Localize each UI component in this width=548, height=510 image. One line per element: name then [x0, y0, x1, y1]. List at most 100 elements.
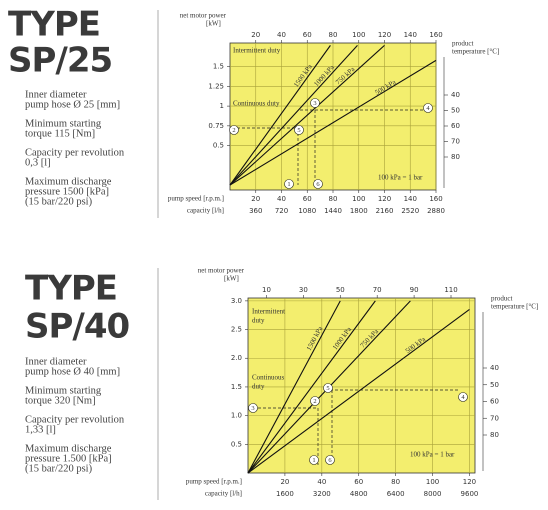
spec-text: Minimum starting — [25, 385, 102, 396]
top-tick-label: 40 — [277, 31, 286, 39]
power-unit: [kW] — [224, 275, 239, 283]
spec-text: (15 bar/220 psi) — [25, 463, 93, 474]
capacity-tick-label: 1800 — [350, 207, 368, 215]
marker-label: 4 — [461, 394, 465, 401]
spec-text: Minimum starting — [25, 118, 102, 129]
y-tick-label: 2.0 — [231, 354, 242, 362]
zone-label: Continuous duty — [233, 100, 280, 108]
spec-text: torque 320 [Nm] — [25, 395, 96, 406]
pressure-line — [247, 300, 376, 474]
capacity-label: capacity [l/h] — [187, 207, 224, 215]
x-tick-label: 60 — [354, 478, 363, 486]
pressure-line — [247, 309, 470, 474]
capacity-tick-label: 360 — [249, 207, 262, 215]
pressure-line — [229, 59, 437, 186]
capacity-tick-label: 6400 — [387, 490, 405, 498]
spec-text: Inner diameter — [25, 356, 87, 367]
marker-label: 5 — [297, 127, 300, 134]
spec-text: Inner diameter — [25, 89, 87, 100]
marker-label: 3 — [313, 100, 316, 107]
zone-label: Continuous — [252, 374, 285, 382]
x-tick-label: 120 — [463, 478, 476, 486]
top-tick-label: 110 — [444, 286, 457, 294]
marker-label: 2 — [232, 127, 235, 134]
marker-circle — [310, 98, 320, 108]
marker-circle — [458, 392, 468, 402]
spec-text: pressure 1500 [kPa] — [25, 186, 109, 197]
y-tick-label: 2.5 — [231, 326, 242, 334]
top-tick-label: 30 — [299, 286, 308, 294]
capacity-tick-label: 720 — [275, 207, 288, 215]
spec-text: 0,3 [l] — [25, 157, 51, 168]
temp-tick-label: 40 — [490, 364, 499, 372]
x-tick-label: 100 — [352, 195, 365, 203]
power-unit: [kW] — [206, 20, 221, 28]
temp-tick-label: 60 — [490, 398, 499, 406]
x-tick-label: 100 — [426, 478, 439, 486]
marker-label: 6 — [316, 181, 320, 188]
plot-area — [247, 297, 476, 474]
top-tick-label: 100 — [352, 31, 365, 39]
temp-tick-label: 50 — [490, 381, 499, 389]
power-label: net motor power — [180, 12, 227, 20]
zone-label: duty — [252, 383, 265, 391]
capacity-tick-label: 1080 — [298, 207, 316, 215]
pressure-line — [247, 300, 341, 474]
marker-circle — [325, 455, 335, 465]
capacity-tick-label: 1600 — [276, 490, 294, 498]
top-tick-label: 90 — [410, 286, 419, 294]
x-tick-label: 60 — [303, 195, 312, 203]
x-tick-label: 160 — [429, 195, 442, 203]
marker-label: 1 — [312, 457, 315, 464]
note: 100 kPa = 1 bar — [378, 174, 423, 182]
top-tick-label: 160 — [429, 31, 442, 39]
y-tick-label: 0.5 — [231, 440, 242, 448]
top-tick-label: 140 — [404, 31, 417, 39]
capacity-tick-label: 2160 — [376, 207, 394, 215]
temp-tick-label: 70 — [490, 414, 499, 422]
x-tick-label: 40 — [277, 195, 286, 203]
top-tick-label: 80 — [329, 31, 338, 39]
temp-unit: temperature [°C] — [491, 303, 538, 311]
spec-text: pressure 1.500 [kPa] — [25, 453, 112, 464]
marker-circle — [310, 396, 320, 406]
marker-label: 6 — [328, 457, 332, 464]
y-tick-label: 1 — [220, 102, 224, 110]
capacity-tick-label: 2880 — [427, 207, 445, 215]
top-tick-label: 120 — [378, 31, 391, 39]
y-tick-label: 0.75 — [208, 122, 224, 130]
pressure-line — [229, 44, 385, 186]
x-tick-label: 20 — [280, 478, 289, 486]
speed-label: pump speed [r.p.m.] — [168, 195, 224, 203]
y-tick-label: 1.25 — [208, 82, 224, 90]
y-tick-label: 1.5 — [231, 383, 242, 391]
capacity-label: capacity [l/h] — [205, 490, 242, 498]
power-label: net motor power — [198, 267, 245, 275]
temp-tick-label: 50 — [451, 107, 460, 115]
spec-text: Capacity per revolution — [25, 414, 125, 425]
spec-text: (15 bar/220 psi) — [25, 196, 93, 207]
spec-text: Maximum discharge — [25, 443, 112, 454]
x-tick-label: 40 — [317, 478, 326, 486]
zone-label: Intermittent duty — [233, 47, 281, 55]
pressure-line — [229, 45, 331, 186]
speed-label: pump speed [r.p.m.] — [186, 478, 242, 486]
top-tick-label: 20 — [251, 31, 260, 39]
marker-label: 3 — [251, 405, 254, 412]
capacity-tick-label: 4800 — [350, 490, 368, 498]
type-title: SP/25 — [8, 41, 112, 81]
capacity-tick-label: 9600 — [461, 490, 479, 498]
y-tick-label: 0.5 — [213, 142, 224, 150]
x-tick-label: 140 — [404, 195, 417, 203]
x-tick-label: 120 — [378, 195, 391, 203]
x-tick-label: 80 — [391, 478, 400, 486]
type-title: TYPE — [8, 5, 100, 45]
marker-label: 1 — [287, 181, 290, 188]
capacity-tick-label: 1440 — [324, 207, 342, 215]
x-tick-label: 20 — [251, 195, 260, 203]
marker-circle — [284, 179, 294, 189]
y-tick-label: 1.5 — [213, 63, 224, 71]
temp-tick-label: 40 — [451, 91, 460, 99]
spec-text: Maximum discharge — [25, 176, 112, 187]
